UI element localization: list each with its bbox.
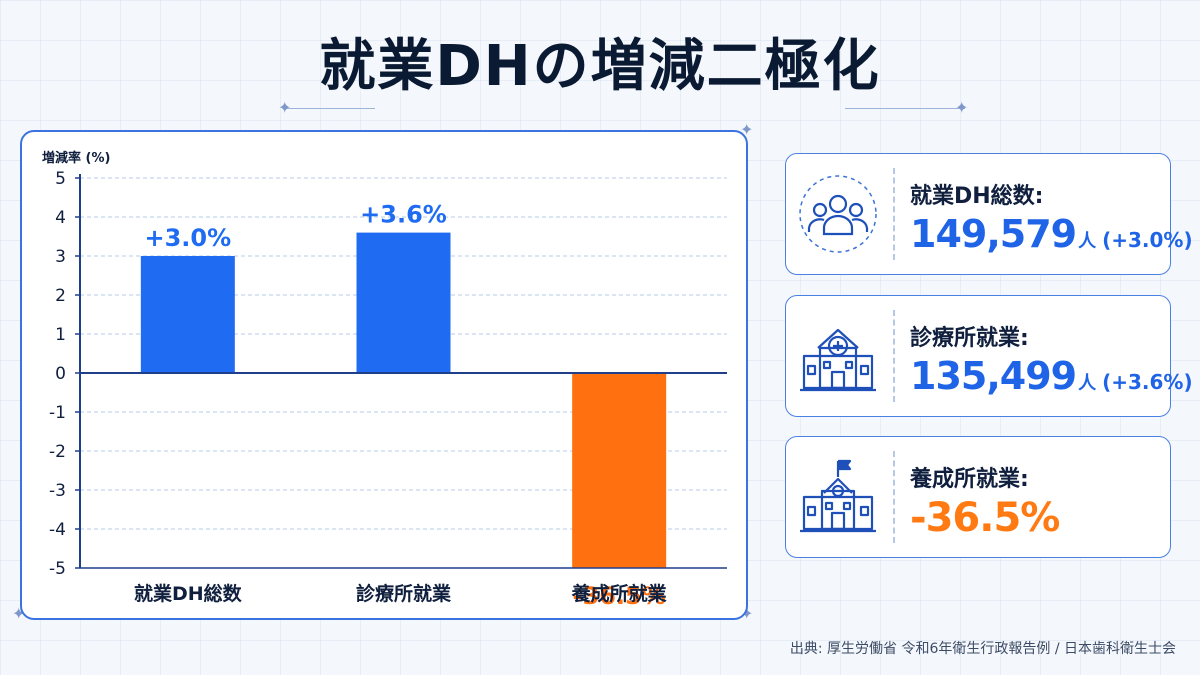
card-label: 就業DH総数:	[910, 184, 1044, 209]
y-tick-label: -2	[49, 442, 66, 462]
card-change: (+3.6%)	[1102, 370, 1193, 394]
bar-chart: 増減率 (%) 5 4 3 2 1 0 -1 -2 -3 -4 -5 +3.0% +3.6% -36.5…	[42, 150, 727, 610]
school-building-icon	[796, 453, 880, 541]
y-tick-label: 0	[55, 364, 66, 384]
data-label: -36.5%	[573, 582, 666, 610]
y-tick-label: -1	[49, 403, 66, 423]
card-value: 149,579	[910, 212, 1077, 256]
card-label: 養成所就業:	[910, 467, 1029, 492]
card-change: (+3.0%)	[1102, 228, 1193, 252]
stat-card-school: 養成所就業: -36.5%	[785, 436, 1171, 558]
card-divider	[893, 168, 895, 260]
title-rule-right	[845, 108, 965, 109]
category-label: 診療所就業	[356, 582, 452, 605]
category-labels: 就業DH総数 診療所就業 養成所就業	[134, 582, 668, 605]
bars	[140, 232, 667, 568]
card-value: -36.5%	[910, 495, 1060, 541]
y-tick-label: 1	[55, 325, 66, 345]
bar	[572, 373, 667, 568]
sparkle-icon: ✦	[278, 98, 292, 117]
y-tick-label: 5	[55, 169, 66, 189]
category-label: 就業DH総数	[134, 582, 243, 605]
data-labels: +3.0% +3.6% -36.5%	[144, 201, 665, 610]
card-unit: 人	[1078, 231, 1097, 252]
card-value-line: 135,499 人 (+3.6%)	[910, 354, 1193, 398]
card-label: 診療所就業:	[910, 326, 1029, 351]
card-divider	[893, 310, 895, 402]
title-area: 就業DHの増減二極化	[0, 22, 1200, 112]
y-tick-label: 4	[55, 208, 66, 228]
y-axis-label: 増減率 (%)	[42, 150, 110, 166]
y-tick-label: 2	[55, 286, 66, 306]
sparkle-icon: ✦	[955, 98, 969, 117]
y-tick-label: -5	[49, 559, 66, 579]
card-value-line: 149,579 人 (+3.0%)	[910, 212, 1193, 256]
category-label: 養成所就業	[571, 582, 668, 605]
page-title: 就業DHの増減二極化	[319, 34, 881, 99]
chart-panel: 増減率 (%) 5 4 3 2 1 0 -1 -2 -3 -4 -5 +3.0% +3.6% -36.5…	[20, 130, 748, 620]
title-rule-left	[285, 108, 375, 109]
people-group-icon	[796, 170, 880, 258]
stat-card-total: 就業DH総数: 149,579 人 (+3.0%)	[785, 153, 1193, 275]
card-divider	[893, 451, 895, 543]
bar	[140, 256, 235, 373]
source-note: 出典: 厚生労働省 令和6年衛生行政報告例 / 日本歯科衛生士会	[789, 641, 1176, 657]
y-tick-labels: 5 4 3 2 1 0 -1 -2 -3 -4 -5	[49, 169, 66, 579]
y-tick-label: 3	[55, 247, 66, 267]
data-label: +3.6%	[360, 201, 447, 229]
bar	[356, 232, 451, 373]
card-value-line: -36.5%	[910, 495, 1060, 541]
card-value: 135,499	[910, 354, 1077, 398]
axes	[75, 174, 727, 569]
stat-card-clinic: 診療所就業: 135,499 人 (+3.6%)	[785, 295, 1193, 417]
clinic-building-icon	[796, 312, 880, 400]
data-label: +3.0%	[144, 224, 231, 252]
y-tick-label: -4	[49, 520, 66, 540]
card-unit: 人	[1078, 373, 1097, 394]
y-tick-label: -3	[49, 481, 66, 501]
